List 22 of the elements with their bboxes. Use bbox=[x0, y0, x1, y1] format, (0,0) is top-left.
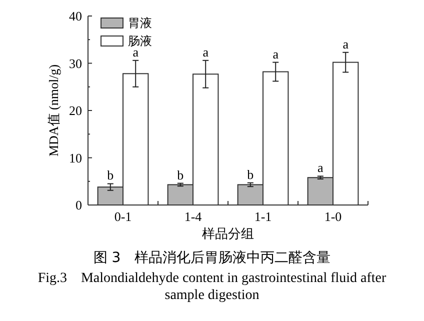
x-tick-label: 1-0 bbox=[324, 209, 342, 224]
y-tick-label: 0 bbox=[76, 198, 82, 213]
annotation: a bbox=[342, 36, 349, 52]
y-tick-label: 30 bbox=[69, 56, 82, 71]
annotation: b bbox=[247, 166, 254, 182]
y-axis-title: MDA值 (nmol/g) bbox=[46, 64, 61, 157]
y-tick-label: 20 bbox=[69, 103, 82, 118]
annotation: a bbox=[272, 46, 279, 62]
legend-label: 肠液 bbox=[128, 34, 152, 48]
x-tick-label: 0-1 bbox=[114, 209, 132, 224]
x-tick-label: 1-4 bbox=[184, 209, 202, 224]
x-tick-label: 1-1 bbox=[254, 209, 272, 224]
x-axis-title: 样品分组 bbox=[202, 227, 254, 242]
annotation: a bbox=[202, 44, 209, 60]
y-tick-label: 40 bbox=[69, 8, 82, 24]
legend-label: 胃液 bbox=[128, 16, 152, 30]
annotation: b bbox=[177, 167, 184, 182]
text: 图 3 样品消化后胃肠液中丙二醛含量 bbox=[93, 250, 331, 266]
annotation: b bbox=[107, 168, 114, 183]
text: Fig.3 Malondialdehyde content in gastrointestinal fluid after sample digestion bbox=[36, 270, 388, 304]
y-tick-label: 10 bbox=[69, 150, 82, 166]
annotation: a bbox=[318, 160, 324, 176]
